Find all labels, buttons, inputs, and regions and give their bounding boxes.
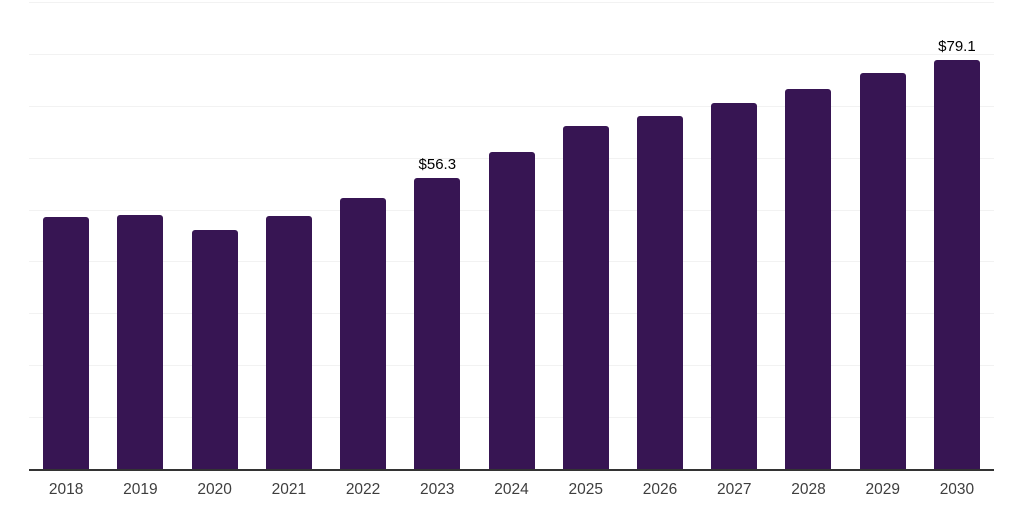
gridline (29, 2, 994, 3)
bar-2029 (859, 72, 906, 470)
bar-2018 (43, 216, 90, 470)
x-tick-label-2028: 2028 (791, 481, 826, 498)
plot-area: $56.3 $79.1 (29, 2, 994, 471)
x-tick-label-2030: 2030 (939, 481, 975, 498)
bar-2030: $79.1 (933, 38, 980, 470)
x-tick-label-2027: 2027 (716, 481, 752, 498)
x-tick-label-2026: 2026 (642, 481, 678, 498)
bar-cell-2023: $56.3 (400, 3, 474, 470)
bar-cell-2030: $79.1 (920, 3, 994, 470)
bar-2024 (488, 151, 535, 470)
x-tick-label-2029: 2029 (865, 481, 900, 498)
bar-cell-2020 (177, 3, 251, 470)
bar-cell-2028 (771, 3, 845, 470)
gridline (29, 105, 994, 107)
bar-2019 (117, 215, 164, 470)
bar-cell-2025 (549, 3, 623, 470)
x-tick-label-2021: 2021 (271, 481, 307, 498)
bar-2022 (340, 198, 387, 470)
x-axis-line (29, 469, 994, 471)
bar-cell-2026 (623, 3, 697, 470)
x-tick-label-2019: 2019 (123, 481, 158, 498)
bar-2027 (711, 102, 758, 470)
bar-cell-2029 (846, 3, 920, 470)
x-tick-label-2018: 2018 (48, 481, 84, 498)
bar-cell-2018 (29, 3, 103, 470)
bar-value-label-2030: $79.1 (938, 37, 976, 55)
bar-2026 (636, 115, 683, 470)
bar-cell-2024 (474, 3, 548, 470)
bar-2025 (562, 125, 609, 470)
bar-cell-2019 (103, 3, 177, 470)
x-tick-label-2023: 2023 (420, 481, 455, 498)
bar-value-label-2023: $56.3 (418, 155, 457, 173)
x-tick-label-2020: 2020 (197, 481, 232, 498)
bar-cell-2027 (697, 3, 771, 470)
bar-2023: $56.3 (414, 156, 461, 470)
bar-2020 (191, 230, 238, 470)
x-tick-label-2022: 2022 (345, 481, 381, 498)
bar-2021 (265, 215, 312, 470)
x-tick-label-2024: 2024 (494, 481, 529, 498)
bar-cell-2021 (252, 3, 326, 470)
bars: $56.3 $79.1 (29, 3, 994, 470)
x-axis-tick-labels: 2018 2019 2020 2021 2022 2023 2024 2025 2026 2027… (29, 481, 994, 499)
bar-cell-2022 (326, 3, 400, 470)
x-tick-label-2025: 2025 (568, 481, 603, 498)
bar-2028 (785, 89, 832, 470)
gridline (29, 53, 994, 55)
